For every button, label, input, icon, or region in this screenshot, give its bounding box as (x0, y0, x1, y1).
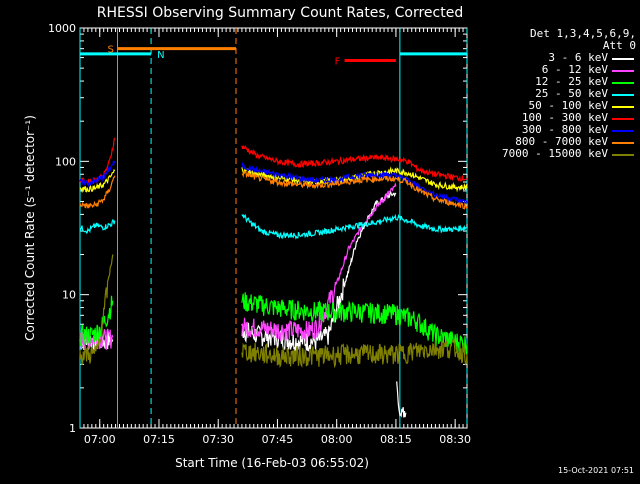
x-tick-label: 07:30 (202, 433, 234, 446)
x-tick-label: 08:15 (380, 433, 412, 446)
series-6-12-kev (79, 182, 397, 350)
series-line (79, 254, 114, 365)
y-tick-label: 100 (55, 155, 76, 168)
y-tick-label: 1000 (48, 22, 76, 35)
legend-label: 50 - 100 keV (528, 99, 608, 112)
series-25-50-kev (79, 213, 468, 240)
y-tick-label: 1 (69, 422, 76, 435)
annotation-label: F (335, 57, 341, 68)
legend-label: 25 - 50 keV (535, 87, 608, 100)
x-tick-label: 07:15 (143, 433, 175, 446)
series-line (241, 182, 397, 342)
series-50-100-kev (79, 166, 468, 194)
series-line (241, 292, 468, 355)
legend-swatch (612, 142, 634, 144)
legend-swatch (612, 82, 634, 84)
series-line (241, 338, 468, 369)
legend: Det 1,3,4,5,6,9, Att 0 3 - 6 keV 6 - 12 k… (480, 28, 636, 160)
legend-entry: 3 - 6 keV (480, 52, 636, 64)
legend-swatch (612, 130, 634, 132)
y-tick-label: 10 (62, 289, 76, 302)
legend-swatch (612, 118, 634, 120)
legend-label: 12 - 25 keV (535, 75, 608, 88)
series-7000-15000-kev (79, 254, 468, 369)
series-line (241, 213, 468, 240)
y-axis-label: Corrected Count Rate (s⁻¹ detector⁻¹) (23, 115, 37, 341)
series-300-800-kev (79, 160, 468, 206)
x-axis-label: Start Time (16-Feb-03 06:55:02) (175, 456, 369, 470)
legend-header-attenuator: Att 0 (602, 39, 636, 52)
legend-swatch (612, 154, 634, 156)
series-line (79, 160, 116, 188)
x-tick-label: 07:45 (262, 433, 294, 446)
series-line (79, 169, 116, 194)
series-line (79, 218, 116, 234)
legend-label: 7000 - 15000 keV (502, 147, 608, 160)
legend-label: 6 - 12 keV (541, 63, 608, 76)
legend-swatch (612, 94, 634, 96)
legend-entry: 6 - 12 keV (480, 64, 636, 76)
series-12-25-kev (79, 292, 468, 355)
legend-entry: 25 - 50 keV (480, 88, 636, 100)
annotation-label: S (108, 45, 114, 56)
series-line (241, 144, 468, 182)
chart-title: RHESSI Observing Summary Count Rates, Co… (97, 5, 463, 21)
x-tick-label: 08:30 (439, 433, 471, 446)
legend-label: 100 - 300 keV (521, 111, 608, 124)
series-800-7000-kev (79, 170, 468, 210)
legend-label: 3 - 6 keV (548, 51, 608, 64)
annotation-label: N (157, 50, 164, 61)
legend-label: 300 - 800 keV (521, 123, 608, 136)
series-line (241, 166, 468, 193)
series-line (241, 161, 468, 206)
series-line (396, 381, 407, 418)
legend-entry: 100 - 300 keV (480, 112, 636, 124)
legend-entry: 7000 - 15000 keV (480, 148, 636, 160)
legend-header-detectors: Det 1,3,4,5,6,9, (530, 27, 636, 40)
legend-swatch (612, 106, 634, 108)
legend-swatch (612, 70, 634, 72)
series-line (79, 295, 114, 347)
legend-entry: 300 - 800 keV (480, 124, 636, 136)
series-line (79, 175, 116, 210)
legend-entry: 12 - 25 keV (480, 76, 636, 88)
x-tick-label: 07:00 (84, 433, 116, 446)
legend-entry: 800 - 7000 keV (480, 136, 636, 148)
footer-timestamp: 15-Oct-2021 07:51 (558, 466, 634, 475)
legend-label: 800 - 7000 keV (515, 135, 608, 148)
legend-entry: 50 - 100 keV (480, 100, 636, 112)
x-tick-label: 08:00 (321, 433, 353, 446)
plot-frame (79, 27, 468, 429)
legend-swatch (612, 58, 634, 60)
series-line (241, 170, 468, 210)
